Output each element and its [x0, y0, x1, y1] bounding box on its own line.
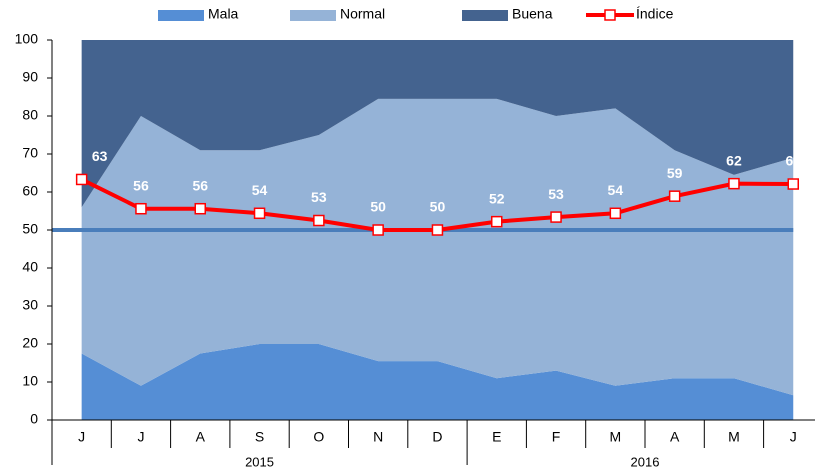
marker: [372, 224, 384, 236]
value-label: 50: [370, 199, 386, 215]
marker: [194, 202, 206, 215]
x-tick-label: J: [790, 429, 797, 445]
x-tick-label: N: [373, 429, 383, 445]
value-label: 54: [252, 182, 268, 198]
area: [81, 344, 794, 420]
legend-swatch: [604, 9, 616, 21]
marker: [787, 178, 799, 190]
area: [81, 40, 794, 208]
value-label: 62: [726, 152, 742, 168]
marker: [609, 207, 622, 220]
marker: [728, 177, 740, 190]
x-tick-label: D: [432, 429, 442, 445]
legend-swatch: [158, 10, 204, 21]
y-tick-label: 50: [22, 221, 38, 237]
y-tick-label: 40: [22, 259, 38, 275]
marker: [253, 207, 266, 220]
x-tick-label: M: [610, 429, 622, 445]
y-tick-label: 90: [22, 69, 38, 85]
y-tick-label: 20: [22, 335, 38, 351]
y-tick-label: 70: [22, 145, 38, 161]
marker: [75, 173, 88, 186]
value-label: 62: [785, 153, 801, 169]
marker: [313, 214, 325, 227]
marker: [491, 215, 503, 228]
y-tick-label: 30: [22, 297, 38, 313]
x-tick-label: J: [78, 429, 85, 445]
group-label: 2016: [631, 454, 660, 469]
area: [81, 98, 794, 396]
value-label: 53: [548, 186, 564, 202]
marker: [550, 211, 562, 223]
x-tick-label: J: [137, 429, 144, 445]
y-tick-label: 0: [30, 411, 38, 427]
value-label: 56: [133, 177, 149, 193]
value-label: 63: [92, 148, 108, 164]
legend-swatch: [290, 10, 336, 21]
value-label: 53: [311, 189, 327, 205]
y-tick-label: 100: [15, 31, 39, 47]
value-label: 59: [667, 165, 683, 181]
value-label: 56: [192, 177, 208, 193]
legend-label: Índice: [636, 6, 674, 22]
marker: [135, 202, 147, 215]
y-tick-label: 80: [22, 107, 38, 123]
value-label: 54: [608, 182, 624, 198]
value-label: 50: [430, 199, 446, 215]
x-tick-label: A: [670, 429, 680, 445]
marker: [431, 224, 444, 236]
x-tick-label: M: [728, 429, 740, 445]
legend-label: Buena: [512, 6, 553, 22]
x-tick-label: F: [552, 429, 561, 445]
legend-label: Normal: [340, 6, 385, 22]
y-tick-label: 10: [22, 373, 38, 389]
group-label: 2015: [245, 454, 274, 469]
x-tick-label: E: [492, 429, 501, 445]
x-tick-label: A: [196, 429, 206, 445]
value-label: 52: [489, 190, 505, 206]
x-tick-label: O: [313, 429, 324, 445]
marker: [668, 190, 681, 202]
legend-label: Mala: [208, 6, 239, 22]
x-tick-label: S: [255, 429, 264, 445]
legend-swatch: [462, 10, 508, 21]
y-tick-label: 60: [22, 183, 38, 199]
